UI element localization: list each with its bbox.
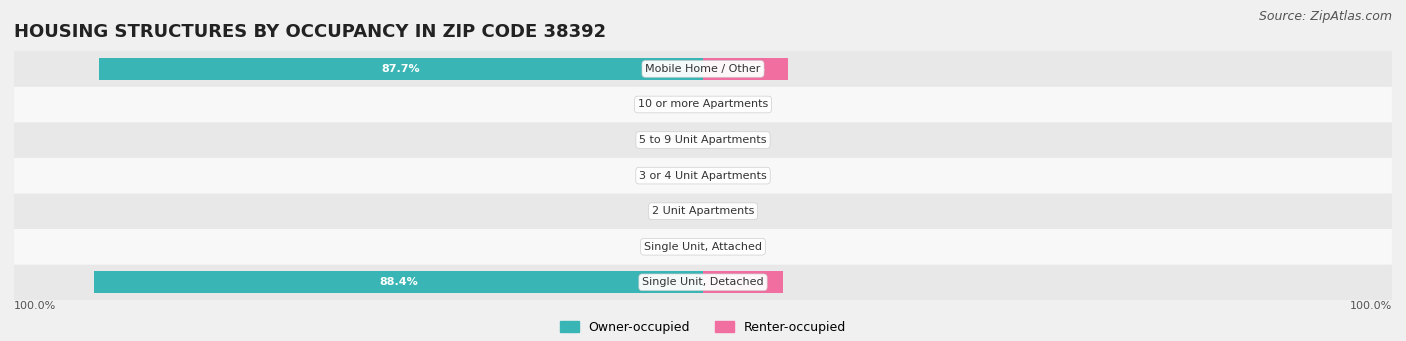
Text: 87.7%: 87.7% <box>381 64 420 74</box>
Text: 0.0%: 0.0% <box>717 206 745 216</box>
Text: 0.0%: 0.0% <box>717 135 745 145</box>
FancyBboxPatch shape <box>14 51 1392 87</box>
Text: HOUSING STRUCTURES BY OCCUPANCY IN ZIP CODE 38392: HOUSING STRUCTURES BY OCCUPANCY IN ZIP C… <box>14 23 606 41</box>
Text: 2 Unit Apartments: 2 Unit Apartments <box>652 206 754 216</box>
Bar <box>94 271 703 293</box>
Text: Single Unit, Detached: Single Unit, Detached <box>643 277 763 287</box>
Text: 88.4%: 88.4% <box>380 277 418 287</box>
Text: 3 or 4 Unit Apartments: 3 or 4 Unit Apartments <box>640 170 766 181</box>
Text: 100.0%: 100.0% <box>14 301 56 311</box>
Bar <box>703 271 783 293</box>
FancyBboxPatch shape <box>14 229 1392 265</box>
Bar <box>703 58 789 80</box>
Text: 5 to 9 Unit Apartments: 5 to 9 Unit Apartments <box>640 135 766 145</box>
Text: 0.0%: 0.0% <box>717 170 745 181</box>
Legend: Owner-occupied, Renter-occupied: Owner-occupied, Renter-occupied <box>555 316 851 339</box>
Text: 12.4%: 12.4% <box>727 64 765 74</box>
Text: 10 or more Apartments: 10 or more Apartments <box>638 100 768 109</box>
Bar <box>98 58 703 80</box>
Text: 0.0%: 0.0% <box>717 100 745 109</box>
Text: 0.0%: 0.0% <box>717 242 745 252</box>
Text: 0.0%: 0.0% <box>661 100 689 109</box>
Text: Source: ZipAtlas.com: Source: ZipAtlas.com <box>1258 10 1392 23</box>
FancyBboxPatch shape <box>14 122 1392 158</box>
Text: Single Unit, Attached: Single Unit, Attached <box>644 242 762 252</box>
Text: 0.0%: 0.0% <box>661 206 689 216</box>
Text: 0.0%: 0.0% <box>661 170 689 181</box>
Text: 0.0%: 0.0% <box>661 242 689 252</box>
Text: Mobile Home / Other: Mobile Home / Other <box>645 64 761 74</box>
Text: 0.0%: 0.0% <box>661 135 689 145</box>
FancyBboxPatch shape <box>14 87 1392 122</box>
FancyBboxPatch shape <box>14 158 1392 193</box>
FancyBboxPatch shape <box>14 265 1392 300</box>
Text: 11.6%: 11.6% <box>724 277 762 287</box>
FancyBboxPatch shape <box>14 193 1392 229</box>
Text: 100.0%: 100.0% <box>1350 301 1392 311</box>
